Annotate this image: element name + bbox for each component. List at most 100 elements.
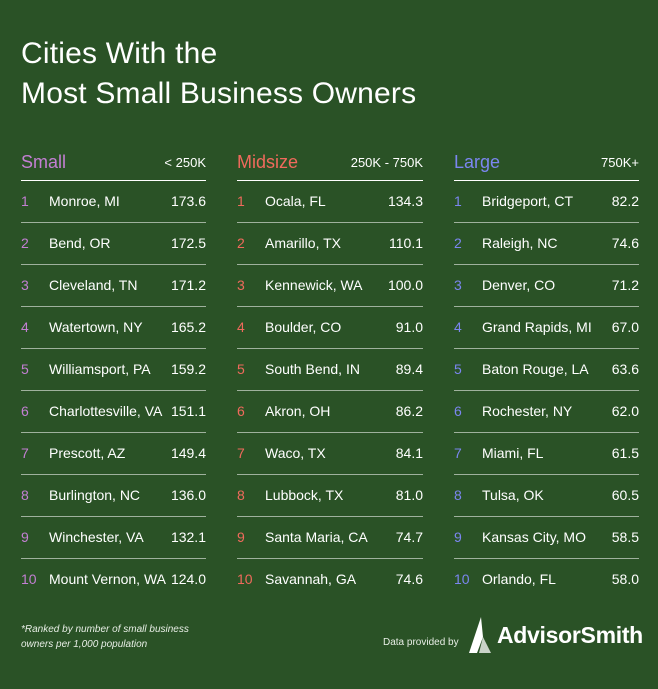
rank-label: 7: [21, 445, 29, 461]
data-provider-label: Data provided by: [383, 637, 459, 648]
value-label: 74.7: [395, 529, 423, 545]
table-row: 4 Boulder, CO 91.0: [237, 307, 423, 349]
brand-name: AdvisorSmith: [497, 622, 643, 648]
value-label: 74.6: [395, 571, 423, 587]
rank-label: 1: [237, 193, 245, 209]
table-row: 7 Miami, FL 61.5: [454, 433, 639, 475]
column-name: Midsize: [237, 152, 299, 172]
rank-label: 3: [237, 277, 245, 293]
table-row: 8 Burlington, NC 136.0: [21, 475, 206, 517]
rank-label: 8: [237, 487, 245, 503]
rank-label: 2: [21, 235, 29, 251]
value-label: 110.1: [389, 235, 423, 251]
column-header: Small < 250K: [21, 150, 206, 181]
table-row: 1 Bridgeport, CT 82.2: [454, 181, 639, 223]
rank-label: 10: [21, 571, 37, 587]
value-label: 149.4: [170, 445, 206, 461]
city-label: Raleigh, NC: [482, 235, 558, 251]
city-label: Miami, FL: [482, 445, 544, 461]
column-header: Large 750K+: [454, 150, 639, 181]
column-name: Small: [21, 152, 67, 172]
city-label: Boulder, CO: [265, 319, 342, 335]
rank-label: 8: [454, 487, 462, 503]
value-label: 61.5: [611, 445, 639, 461]
city-label: Waco, TX: [265, 445, 326, 461]
rank-label: 10: [454, 571, 470, 587]
column-large: Large 750K+ 1 Bridgeport, CT 82.2 2 Raleigh, N…: [454, 150, 639, 600]
rank-label: 6: [237, 403, 245, 419]
value-label: 67.0: [611, 319, 639, 335]
rank-label: 6: [454, 403, 462, 419]
rank-label: 4: [21, 319, 29, 335]
city-label: Cleveland, TN: [49, 277, 138, 293]
city-label: Kennewick, WA: [265, 277, 363, 293]
table-row: 1 Ocala, FL 134.3: [237, 181, 423, 223]
table-row: 9 Santa Maria, CA 74.7: [237, 517, 423, 559]
column-range: 250K - 750K: [350, 155, 423, 170]
table-row: 2 Raleigh, NC 74.6: [454, 223, 639, 265]
city-label: Winchester, VA: [49, 529, 144, 545]
rank-label: 1: [454, 193, 462, 209]
city-label: South Bend, IN: [265, 361, 360, 377]
table-row: 3 Kennewick, WA 100.0: [237, 265, 423, 307]
city-label: Ocala, FL: [265, 193, 326, 209]
column-name: Large: [454, 152, 501, 172]
table-row: 9 Winchester, VA 132.1: [21, 517, 206, 559]
chart-title: Cities With the Most Small Business Owne…: [21, 34, 416, 114]
table-row: 8 Tulsa, OK 60.5: [454, 475, 639, 517]
column-header: Midsize 250K - 750K: [237, 150, 423, 181]
rank-label: 9: [237, 529, 245, 545]
rank-label: 4: [237, 319, 245, 335]
rank-label: 7: [237, 445, 245, 461]
value-label: 159.2: [170, 361, 206, 377]
table-row: 4 Watertown, NY 165.2: [21, 307, 206, 349]
table-row: 6 Akron, OH 86.2: [237, 391, 423, 433]
footnote: *Ranked by number of small business owne…: [21, 622, 221, 652]
table-row: 3 Cleveland, TN 171.2: [21, 265, 206, 307]
value-label: 173.6: [170, 193, 206, 209]
rank-label: 9: [21, 529, 29, 545]
column-small: Small < 250K 1 Monroe, MI 173.6 2 Bend, OR 172.…: [21, 150, 206, 600]
city-label: Akron, OH: [265, 403, 331, 419]
column-midsize: Midsize 250K - 750K 1 Ocala, FL 134.3 2 Amaril…: [237, 150, 423, 600]
rank-label: 3: [454, 277, 462, 293]
column-range: < 250K: [164, 155, 206, 170]
value-label: 84.1: [395, 445, 423, 461]
table-row: 9 Kansas City, MO 58.5: [454, 517, 639, 559]
table-row: 5 Baton Rouge, LA 63.6: [454, 349, 639, 391]
value-label: 71.2: [611, 277, 639, 293]
table-row: 8 Lubbock, TX 81.0: [237, 475, 423, 517]
city-label: Orlando, FL: [482, 571, 556, 587]
value-label: 136.0: [170, 487, 206, 503]
city-label: Bridgeport, CT: [482, 193, 574, 209]
table-row: 10 Orlando, FL 58.0: [454, 559, 639, 600]
city-label: Amarillo, TX: [265, 235, 341, 251]
table-row: 1 Monroe, MI 173.6: [21, 181, 206, 223]
footnote-line-1: *Ranked by number of small business: [21, 624, 189, 635]
footnote-line-2: owners per 1,000 population: [21, 639, 148, 650]
value-label: 100.0: [387, 277, 423, 293]
value-label: 58.5: [611, 529, 639, 545]
city-label: Santa Maria, CA: [265, 529, 368, 545]
value-label: 82.2: [611, 193, 639, 209]
city-label: Kansas City, MO: [482, 529, 586, 545]
city-label: Denver, CO: [482, 277, 556, 293]
city-label: Monroe, MI: [49, 193, 120, 209]
table-row: 7 Prescott, AZ 149.4: [21, 433, 206, 475]
table-row: 5 South Bend, IN 89.4: [237, 349, 423, 391]
rank-label: 7: [454, 445, 462, 461]
value-label: 91.0: [395, 319, 423, 335]
city-label: Burlington, NC: [49, 487, 141, 503]
value-label: 134.3: [387, 193, 423, 209]
table-row: 7 Waco, TX 84.1: [237, 433, 423, 475]
value-label: 132.1: [170, 529, 206, 545]
rank-label: 2: [237, 235, 245, 251]
rank-label: 5: [237, 361, 245, 377]
city-label: Grand Rapids, MI: [482, 319, 592, 335]
city-label: Prescott, AZ: [49, 445, 126, 461]
rank-label: 8: [21, 487, 29, 503]
rank-label: 3: [21, 277, 29, 293]
rank-label: 10: [237, 571, 253, 587]
title-line-1: Cities With the: [21, 37, 218, 70]
value-label: 124.0: [170, 571, 206, 587]
